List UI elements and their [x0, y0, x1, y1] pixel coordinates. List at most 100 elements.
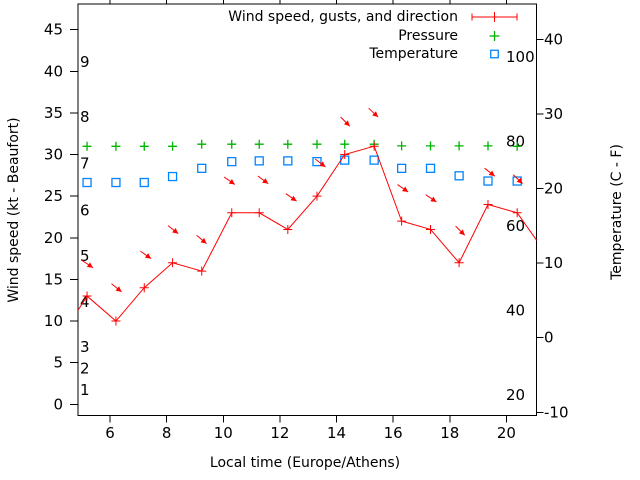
y-left-tick-label: 5	[53, 354, 63, 372]
x-tick-label: 18	[440, 424, 459, 442]
inner-axis-label: 40	[506, 302, 525, 320]
wind-point-marker	[369, 141, 379, 151]
temperature-point	[283, 156, 293, 166]
temperature-point	[82, 177, 92, 188]
pressure-plus-legend-icon	[489, 31, 500, 41]
pressure-point	[82, 141, 92, 151]
temperature-point	[454, 171, 464, 181]
pressure-point	[254, 139, 264, 149]
y-left-tick-label: 40	[44, 62, 63, 80]
gust-direction-arrow-head	[516, 177, 523, 184]
temperature-point	[396, 163, 407, 173]
x-tick-label: 12	[270, 424, 289, 442]
wind-point-marker	[139, 283, 149, 293]
beaufort-scale-label: 2	[80, 359, 90, 377]
pressure-point	[340, 139, 350, 149]
inner-axis-label: 80	[506, 133, 525, 151]
wind-point-marker	[168, 258, 178, 268]
temperature-square-legend-icon	[490, 49, 499, 59]
y-axis-title: Wind speed (kt - Beaufort)	[6, 117, 22, 303]
y-right-tick-label: 0	[544, 329, 554, 347]
plot-border	[77, 3, 538, 417]
y-left-tick-label: 35	[44, 104, 63, 122]
pressure-point	[197, 139, 207, 149]
pressure-point	[454, 141, 464, 151]
beaufort-scale-label: 9	[80, 53, 90, 71]
temperature-point	[197, 163, 207, 173]
beaufort-scale-label: 7	[80, 155, 90, 173]
pressure-point	[312, 139, 322, 149]
beaufort-scale-label: 8	[80, 108, 90, 126]
beaufort-scale-label: 6	[80, 201, 90, 219]
pressure-point	[426, 141, 436, 151]
wind-point-marker	[82, 291, 92, 301]
wind-point-marker	[483, 199, 493, 209]
gust-direction-arrow-head	[343, 120, 350, 127]
temperature-point	[425, 163, 436, 173]
y-right-tick-label: -10	[544, 403, 569, 421]
temperature-point	[167, 171, 178, 182]
gust-direction-arrow-head	[144, 253, 152, 259]
wind-point-marker	[111, 316, 121, 326]
beaufort-scale-label: 5	[80, 247, 90, 265]
y-left-tick-label: 0	[53, 395, 63, 413]
y-left-tick-label: 25	[44, 187, 63, 205]
temperature-point	[369, 155, 379, 165]
y-left-tick-label: 10	[44, 312, 63, 330]
wind-errorbar-legend-icon	[471, 12, 518, 22]
wind-point-marker	[426, 224, 436, 234]
beaufort-scale-label: 1	[80, 381, 90, 399]
legend-label-pressure: Pressure	[398, 28, 458, 44]
inner-axis-label: 60	[506, 217, 525, 235]
gust-direction-arrow-head	[319, 161, 326, 168]
y2-axis-title: Temperature (C - F)	[609, 144, 625, 280]
x-tick-label: 8	[162, 424, 172, 442]
pressure-point	[227, 139, 237, 149]
wind-point-marker	[197, 266, 207, 276]
y-right-tick-label: 10	[544, 254, 563, 272]
beaufort-scale-label: 3	[80, 338, 90, 356]
pressure-point	[139, 141, 149, 151]
gust-direction-arrow-head	[458, 229, 465, 236]
temperature-point	[254, 156, 264, 166]
gust-direction-arrow-head	[372, 111, 379, 118]
x-axis-title: Local time (Europe/Athens)	[209, 455, 401, 471]
y-left-tick-label: 45	[44, 21, 63, 39]
y-right-tick-label: 40	[544, 30, 563, 48]
y-left-tick-label: 20	[44, 229, 63, 247]
pressure-point	[483, 141, 493, 151]
temperature-point	[483, 176, 493, 186]
wind-point-marker	[312, 191, 322, 201]
x-tick-label: 20	[497, 424, 516, 442]
gust-direction-arrow-head	[402, 186, 409, 192]
x-tick-label: 16	[384, 424, 403, 442]
gust-direction-arrow-head	[262, 178, 269, 184]
x-tick-label: 6	[105, 424, 115, 442]
legend-label-temperature: Temperature	[369, 46, 458, 62]
gust-direction-arrow-head	[115, 286, 122, 292]
pressure-point	[397, 141, 407, 151]
pressure-point	[512, 141, 522, 151]
beaufort-scale-label: 4	[80, 293, 90, 311]
gust-direction-arrow-head	[488, 170, 495, 177]
wind-point-marker	[254, 208, 264, 218]
wind-speed-line	[77, 145, 538, 322]
gust-direction-arrow-head	[200, 237, 207, 244]
y-right-tick-label: 30	[544, 105, 563, 123]
gust-direction-arrow-head	[290, 195, 297, 202]
gust-direction-arrow-head	[228, 179, 235, 185]
pressure-point	[168, 141, 178, 151]
x-tick-label: 10	[214, 424, 233, 442]
wind-point-marker	[283, 224, 293, 234]
wind-point-marker	[227, 208, 237, 218]
inner-axis-label: 20	[506, 386, 525, 404]
pressure-point	[283, 139, 293, 149]
temperature-point	[139, 177, 149, 188]
pressure-point	[111, 141, 121, 151]
temperature-point	[312, 156, 322, 167]
y-right-tick-label: 20	[544, 179, 563, 197]
legend-label-wind: Wind speed, gusts, and direction	[228, 9, 458, 25]
gust-direction-arrow-head	[430, 196, 437, 202]
